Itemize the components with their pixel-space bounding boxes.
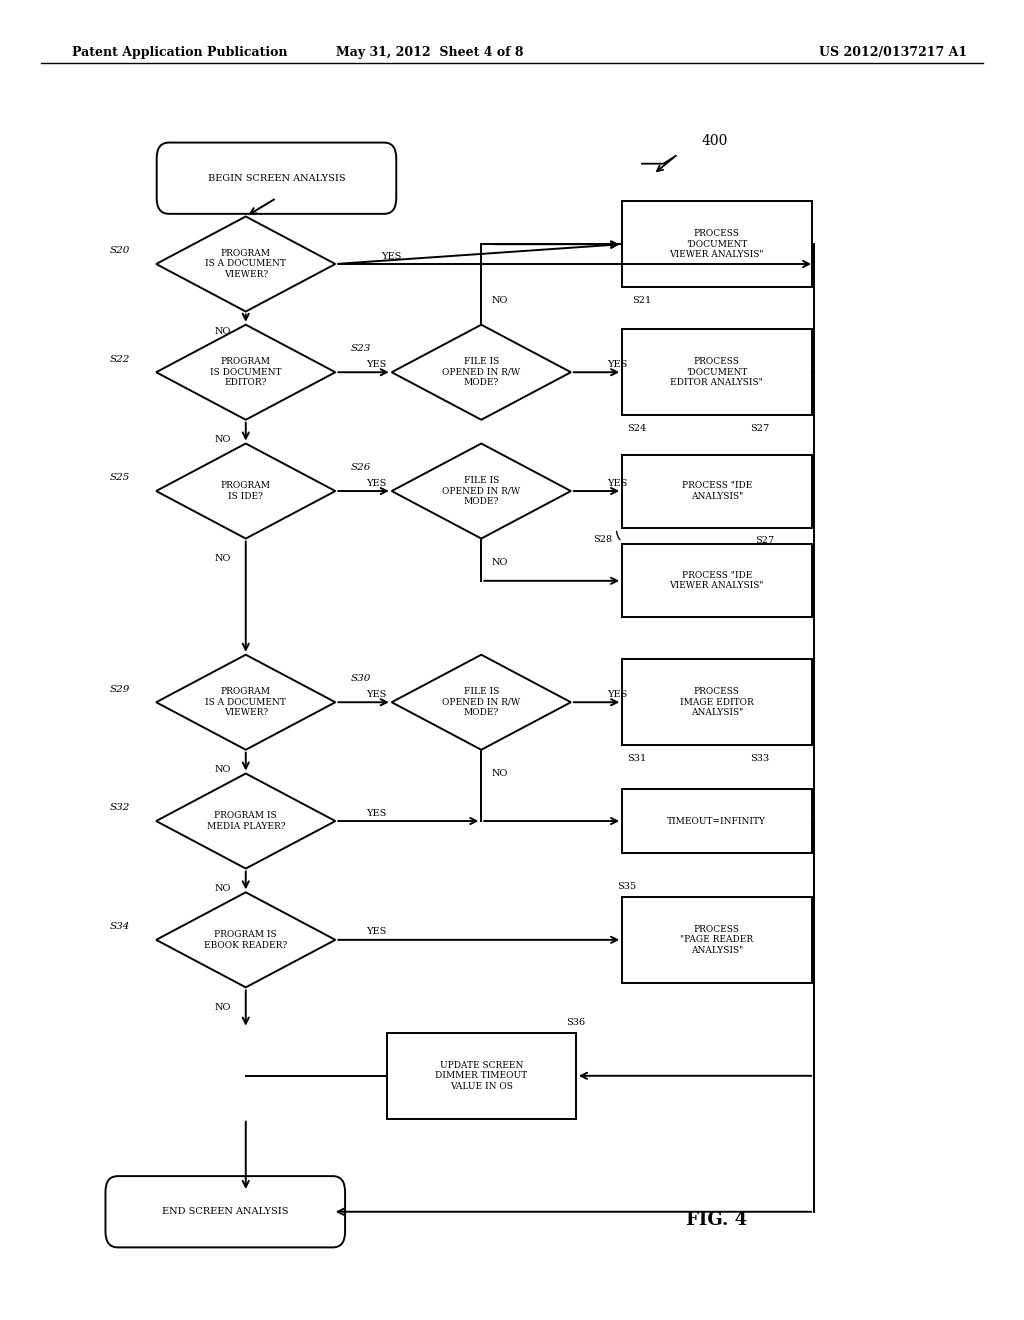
Text: NO: NO: [215, 884, 231, 892]
Text: Patent Application Publication: Patent Application Publication: [72, 46, 287, 59]
Text: PROCESS "IDE
VIEWER ANALYSIS": PROCESS "IDE VIEWER ANALYSIS": [670, 572, 764, 590]
Text: YES: YES: [367, 928, 386, 936]
Text: NO: NO: [492, 558, 508, 566]
Bar: [622, 330, 811, 414]
Text: S21: S21: [632, 296, 651, 305]
Text: S23: S23: [350, 345, 371, 352]
Bar: [622, 454, 811, 528]
Text: TIMEOUT=INFINITY: TIMEOUT=INFINITY: [668, 817, 766, 825]
Text: NO: NO: [215, 327, 231, 335]
Text: May 31, 2012  Sheet 4 of 8: May 31, 2012 Sheet 4 of 8: [336, 46, 524, 59]
Text: PROGRAM IS
MEDIA PLAYER?: PROGRAM IS MEDIA PLAYER?: [207, 812, 285, 830]
Text: S32: S32: [111, 804, 130, 812]
Text: PROCESS
'DOCUMENT
EDITOR ANALYSIS": PROCESS 'DOCUMENT EDITOR ANALYSIS": [671, 358, 763, 387]
Text: FILE IS
OPENED IN R/W
MODE?: FILE IS OPENED IN R/W MODE?: [442, 358, 520, 387]
Bar: [622, 898, 811, 982]
Text: S24: S24: [627, 424, 646, 433]
Text: S36: S36: [565, 1018, 585, 1027]
Text: BEGIN SCREEN ANALYSIS: BEGIN SCREEN ANALYSIS: [208, 174, 345, 182]
Text: US 2012/0137217 A1: US 2012/0137217 A1: [819, 46, 968, 59]
Text: PROCESS
IMAGE EDITOR
ANALYSIS": PROCESS IMAGE EDITOR ANALYSIS": [680, 688, 754, 717]
Text: YES: YES: [607, 690, 627, 698]
Text: PROCESS
"PAGE READER
ANALYSIS": PROCESS "PAGE READER ANALYSIS": [680, 925, 754, 954]
Bar: [622, 789, 811, 853]
Text: S25: S25: [111, 474, 130, 482]
Text: NO: NO: [215, 554, 231, 562]
Text: NO: NO: [215, 436, 231, 444]
Text: PROGRAM
IS A DOCUMENT
VIEWER?: PROGRAM IS A DOCUMENT VIEWER?: [206, 249, 286, 279]
Text: S26: S26: [350, 463, 371, 471]
Text: S33: S33: [750, 754, 769, 763]
Text: NO: NO: [215, 1003, 231, 1011]
Bar: [622, 544, 811, 618]
Text: PROCESS
'DOCUMENT
VIEWER ANALYSIS": PROCESS 'DOCUMENT VIEWER ANALYSIS": [670, 230, 764, 259]
Text: S34: S34: [111, 923, 130, 931]
Text: S22: S22: [111, 355, 130, 363]
Text: S27: S27: [755, 536, 774, 545]
Text: S29: S29: [111, 685, 130, 693]
Text: PROGRAM
IS IDE?: PROGRAM IS IDE?: [221, 482, 270, 500]
Text: S30: S30: [350, 675, 371, 682]
Text: PROGRAM IS
EBOOK READER?: PROGRAM IS EBOOK READER?: [204, 931, 288, 949]
Text: FILE IS
OPENED IN R/W
MODE?: FILE IS OPENED IN R/W MODE?: [442, 688, 520, 717]
Text: S28: S28: [593, 535, 612, 544]
Text: UPDATE SCREEN
DIMMER TIMEOUT
VALUE IN OS: UPDATE SCREEN DIMMER TIMEOUT VALUE IN OS: [435, 1061, 527, 1090]
Text: NO: NO: [492, 297, 508, 305]
Text: S27: S27: [750, 424, 769, 433]
Text: S31: S31: [627, 754, 646, 763]
Text: YES: YES: [367, 690, 386, 698]
Text: YES: YES: [367, 809, 386, 817]
Text: END SCREEN ANALYSIS: END SCREEN ANALYSIS: [162, 1208, 289, 1216]
Text: NO: NO: [492, 770, 508, 777]
Text: 400: 400: [701, 135, 728, 148]
Text: S35: S35: [616, 882, 636, 891]
Text: YES: YES: [367, 360, 386, 368]
Text: NO: NO: [215, 766, 231, 774]
Text: YES: YES: [382, 252, 401, 260]
Text: PROGRAM
IS A DOCUMENT
VIEWER?: PROGRAM IS A DOCUMENT VIEWER?: [206, 688, 286, 717]
Text: PROCESS "IDE
ANALYSIS": PROCESS "IDE ANALYSIS": [682, 482, 752, 500]
Text: FILE IS
OPENED IN R/W
MODE?: FILE IS OPENED IN R/W MODE?: [442, 477, 520, 506]
Text: PROGRAM
IS DOCUMENT
EDITOR?: PROGRAM IS DOCUMENT EDITOR?: [210, 358, 282, 387]
Text: FIG. 4: FIG. 4: [686, 1210, 748, 1229]
Text: YES: YES: [607, 479, 627, 487]
Bar: [386, 1032, 575, 1119]
Bar: [622, 202, 811, 288]
Text: YES: YES: [367, 479, 386, 487]
Bar: [622, 660, 811, 744]
Text: S20: S20: [111, 247, 130, 255]
Text: YES: YES: [607, 360, 627, 368]
